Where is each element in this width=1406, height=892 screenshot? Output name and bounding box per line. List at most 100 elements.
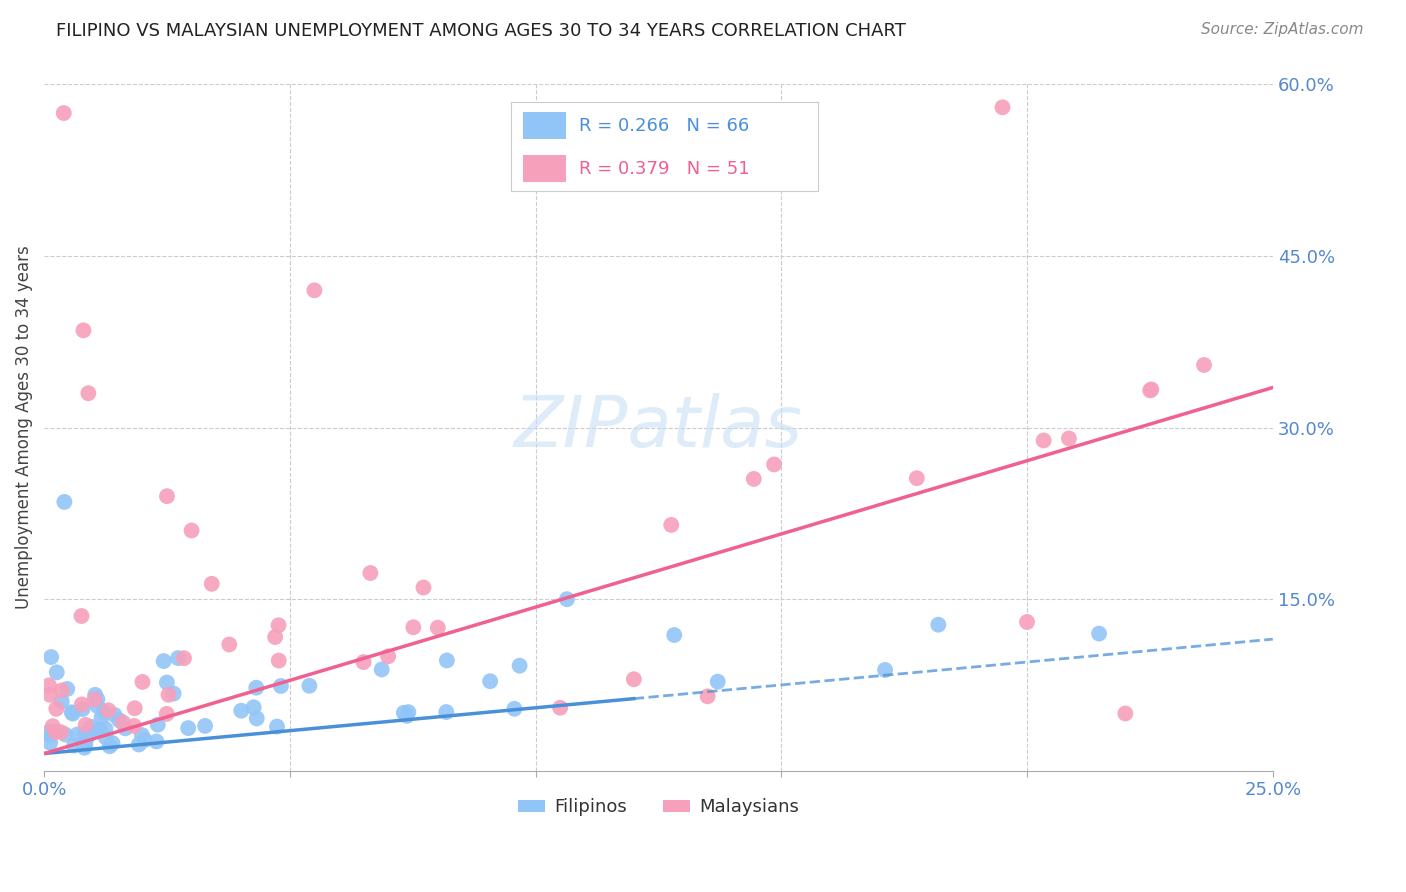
- Point: [201, 577, 224, 591]
- Point: [426, 621, 449, 635]
- Point: [991, 100, 1014, 114]
- Point: [555, 592, 578, 607]
- Point: [70, 609, 93, 624]
- Point: [927, 617, 949, 632]
- Point: [73, 727, 96, 741]
- Point: [56, 681, 79, 696]
- Point: [396, 705, 419, 719]
- Point: [412, 581, 434, 595]
- Point: [70, 698, 93, 712]
- Point: [696, 690, 718, 704]
- Point: [267, 618, 290, 632]
- Point: [49, 725, 72, 739]
- Point: [103, 707, 125, 722]
- Point: [51, 694, 73, 708]
- Point: [124, 701, 146, 715]
- Point: [162, 687, 184, 701]
- Point: [231, 704, 253, 718]
- Point: [45, 665, 67, 680]
- Point: [167, 651, 190, 665]
- Point: [359, 566, 381, 580]
- Point: [83, 692, 105, 706]
- Point: [242, 700, 264, 714]
- Point: [38, 725, 60, 739]
- Point: [157, 688, 180, 702]
- Point: [84, 688, 107, 702]
- Point: [1114, 706, 1136, 721]
- Point: [39, 728, 62, 742]
- Point: [659, 517, 682, 532]
- Point: [548, 700, 571, 714]
- Point: [270, 679, 292, 693]
- Point: [392, 706, 415, 720]
- Point: [98, 739, 121, 754]
- Point: [75, 738, 97, 752]
- Point: [264, 630, 287, 644]
- Point: [93, 705, 115, 719]
- Point: [52, 106, 75, 120]
- Point: [1192, 358, 1215, 372]
- Point: [436, 653, 458, 667]
- Point: [45, 724, 67, 739]
- Point: [112, 715, 135, 730]
- Point: [509, 658, 531, 673]
- Point: [395, 709, 418, 723]
- Point: [108, 714, 131, 728]
- Y-axis label: Unemployment Among Ages 30 to 34 years: Unemployment Among Ages 30 to 34 years: [15, 245, 32, 609]
- Point: [267, 654, 290, 668]
- Text: FILIPINO VS MALAYSIAN UNEMPLOYMENT AMONG AGES 30 TO 34 YEARS CORRELATION CHART: FILIPINO VS MALAYSIAN UNEMPLOYMENT AMONG…: [56, 22, 905, 40]
- Point: [62, 706, 84, 721]
- Point: [742, 472, 765, 486]
- Point: [89, 723, 111, 737]
- Text: Source: ZipAtlas.com: Source: ZipAtlas.com: [1201, 22, 1364, 37]
- Point: [763, 458, 786, 472]
- Legend: Filipinos, Malaysians: Filipinos, Malaysians: [510, 791, 806, 823]
- Point: [623, 672, 645, 686]
- Point: [1088, 626, 1111, 640]
- Point: [77, 386, 100, 401]
- Point: [1139, 384, 1161, 398]
- Point: [905, 471, 928, 485]
- Point: [434, 705, 457, 719]
- Point: [245, 681, 267, 695]
- Point: [90, 710, 112, 724]
- Point: [39, 650, 62, 665]
- Point: [45, 702, 67, 716]
- Point: [60, 705, 83, 719]
- Point: [114, 722, 136, 736]
- Point: [146, 717, 169, 731]
- Point: [72, 323, 94, 337]
- Point: [180, 524, 202, 538]
- Point: [503, 702, 526, 716]
- Point: [122, 719, 145, 733]
- Point: [63, 739, 86, 753]
- Point: [80, 720, 103, 734]
- Point: [134, 733, 156, 747]
- Point: [128, 738, 150, 752]
- Point: [1032, 434, 1054, 448]
- Point: [131, 728, 153, 742]
- Point: [246, 711, 269, 725]
- Point: [86, 698, 108, 713]
- Point: [75, 718, 97, 732]
- Point: [42, 719, 65, 733]
- Text: ZIPatlas: ZIPatlas: [515, 393, 803, 462]
- Point: [873, 663, 896, 677]
- Point: [353, 655, 375, 669]
- Point: [370, 662, 392, 676]
- Point: [145, 734, 167, 748]
- Point: [479, 674, 502, 689]
- Point: [402, 620, 425, 634]
- Point: [304, 283, 326, 297]
- Point: [152, 654, 174, 668]
- Point: [177, 721, 200, 735]
- Point: [94, 722, 117, 736]
- Point: [131, 674, 153, 689]
- Point: [706, 674, 728, 689]
- Point: [66, 727, 89, 741]
- Point: [97, 703, 120, 717]
- Point: [51, 683, 73, 698]
- Point: [266, 720, 288, 734]
- Point: [53, 495, 76, 509]
- Point: [38, 688, 60, 702]
